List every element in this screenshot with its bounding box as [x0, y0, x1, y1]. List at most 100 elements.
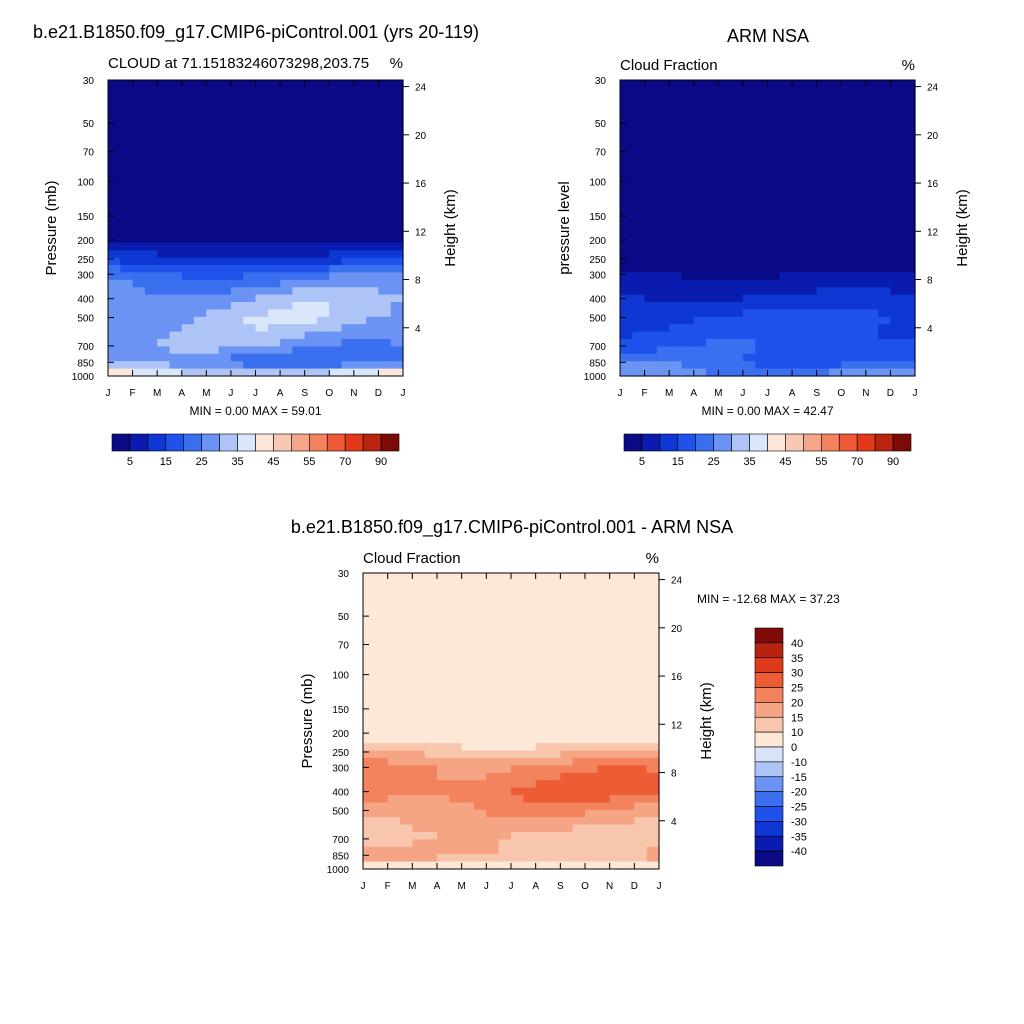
heatmap-cell: [841, 161, 855, 170]
heatmap-cell: [144, 353, 158, 362]
heatmap-cell: [585, 698, 598, 707]
heatmap-cell: [267, 361, 281, 370]
heatmap-cell: [632, 324, 646, 333]
heatmap-cell: [535, 809, 549, 818]
colorbar-label: 40: [791, 638, 803, 650]
heatmap-cell: [400, 632, 413, 641]
heatmap-cell: [597, 743, 611, 752]
heatmap-cell: [353, 198, 367, 207]
heatmap-cell: [486, 758, 500, 766]
heatmap-cell: [646, 795, 660, 803]
x-tick-label: O: [581, 881, 589, 892]
heatmap-cell: [316, 316, 330, 325]
heatmap-cell: [779, 183, 793, 192]
heatmap-cell: [632, 131, 646, 140]
heatmap-cell: [792, 183, 805, 192]
heatmap-cell: [449, 602, 463, 611]
x-tick-label: S: [813, 388, 820, 399]
heatmap-cell: [316, 353, 330, 362]
heatmap-cell: [585, 676, 598, 685]
heatmap-cell: [878, 94, 892, 103]
heatmap-cell: [375, 647, 389, 655]
heatmap-cell: [656, 294, 670, 303]
heatmap-cell: [474, 661, 487, 670]
heatmap-cell: [718, 316, 732, 325]
heatmap-cell: [400, 624, 413, 633]
heatmap-cell: [144, 117, 158, 125]
heatmap-cell: [669, 235, 683, 244]
heatmap-cell: [548, 676, 561, 685]
heatmap-cell: [572, 617, 586, 626]
heatmap-cell: [329, 302, 343, 310]
heatmap-cell: [169, 176, 183, 185]
heatmap-cell: [572, 846, 586, 855]
heatmap-cell: [609, 639, 623, 648]
heatmap-cell: [144, 176, 158, 185]
heatmap-cell: [353, 242, 367, 251]
heatmap-cell: [474, 832, 487, 840]
heatmap-cell: [755, 242, 769, 251]
heatmap-cell: [304, 213, 318, 222]
heatmap-cell: [890, 154, 904, 162]
heatmap-cell: [622, 624, 635, 633]
y-tick-label: 400: [589, 295, 606, 306]
heatmap-cell: [792, 117, 805, 125]
heatmap-cell: [132, 272, 146, 281]
heatmap-cell: [792, 220, 805, 229]
heatmap-cell: [449, 669, 463, 678]
panel-difference: b.e21.B1850.f09_g17.CMIP6-piControl.001 …: [291, 517, 840, 892]
heatmap-cell: [375, 735, 389, 744]
heatmap-cell: [523, 647, 537, 655]
heatmap-cell: [693, 205, 707, 214]
heatmap-cell: [461, 587, 475, 596]
heatmap-cell: [304, 339, 318, 347]
heatmap-cell: [572, 647, 586, 655]
heatmap-cell: [181, 331, 195, 340]
heatmap-cell: [498, 610, 512, 618]
heatmap-cell: [329, 353, 343, 362]
heatmap-cell: [474, 706, 487, 715]
heatmap-cell: [120, 154, 134, 162]
colorbar-box: [754, 687, 784, 703]
heatmap-cell: [730, 87, 744, 96]
heatmap-cell: [169, 346, 183, 355]
heatmap-cell: [157, 265, 171, 273]
heatmap-cell: [718, 131, 732, 140]
heatmap-cell: [255, 331, 269, 340]
heatmap-cell: [218, 331, 232, 340]
colorbar-box: [623, 433, 643, 452]
heatmap-cell: [400, 587, 413, 596]
heatmap-cell: [585, 595, 598, 604]
heatmap-cell: [255, 316, 269, 325]
colorbar-box: [821, 433, 840, 452]
heatmap-cell: [890, 346, 904, 355]
heatmap-cell: [280, 139, 293, 148]
heatmap-cell: [108, 242, 121, 251]
heatmap-cell: [511, 610, 524, 618]
heatmap-cell: [535, 795, 549, 803]
heatmap-cell: [169, 191, 183, 199]
heatmap-cell: [767, 87, 781, 96]
heatmap-cell: [206, 213, 220, 222]
heatmap-cell: [206, 139, 220, 148]
heatmap-cell: [449, 698, 463, 707]
x-tick-label: J: [228, 388, 233, 399]
y-tick-label: 50: [83, 119, 95, 130]
heatmap-cell: [632, 102, 646, 111]
y-tick-label: 400: [332, 788, 349, 799]
heatmap-cell: [304, 250, 318, 259]
heatmap-cell: [585, 647, 598, 655]
heatmap-cell: [400, 854, 413, 863]
heatmap-cell: [767, 124, 781, 133]
heatmap-cell: [255, 154, 269, 162]
heatmap-cell: [353, 220, 367, 229]
heatmap-cell: [828, 242, 842, 251]
heatmap-cell: [157, 272, 171, 281]
heatmap-cell: [400, 573, 413, 581]
heatmap-cell: [620, 242, 633, 251]
heatmap-cell: [387, 713, 401, 722]
heatmap-cell: [366, 339, 380, 347]
heatmap-cell: [280, 161, 293, 170]
heatmap-cell: [292, 368, 306, 377]
x-tick-label: A: [178, 388, 185, 399]
